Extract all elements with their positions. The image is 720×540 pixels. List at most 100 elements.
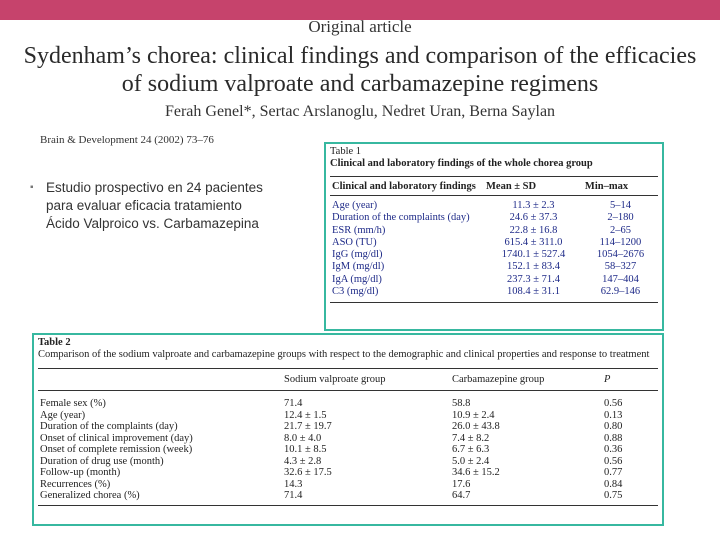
table1-cell: 147–404 <box>602 273 639 285</box>
table2-cell: Onset of clinical improvement (day) <box>40 432 193 444</box>
table2-cell: 71.4 <box>284 398 303 409</box>
table1-row: C3 (mg/dl) 108.4 ± 31.1 62.9–146 <box>330 286 658 303</box>
table1-row: IgG (mg/dl) 1740.1 ± 527.4 1054–2676 <box>330 249 658 261</box>
table1-cell: IgA (mg/dl) <box>332 273 382 285</box>
table2-row: Onset of complete remission (week) 10.1 ±… <box>38 444 658 456</box>
table1-cell: 11.3 ± 2.3 <box>512 200 555 211</box>
table1-cell: 152.1 ± 83.4 <box>506 261 560 273</box>
table2-cell: 0.56 <box>604 455 623 467</box>
table2-cell: 14.3 <box>284 478 303 490</box>
table2-frame: Table 2 Comparison of the sodium valproa… <box>32 333 664 526</box>
table2-cell: 32.6 ± 17.5 <box>284 467 332 478</box>
table1-cell: 114–1200 <box>599 236 642 248</box>
table1-caption: Clinical and laboratory findings of the … <box>330 158 593 169</box>
bullet-point: ▪ Estudio prospectivo en 24 pacientes pa… <box>30 179 292 233</box>
table2-cell: 0.88 <box>604 432 623 444</box>
table1-cell: 1740.1 ± 527.4 <box>501 249 566 261</box>
table2-cell: 0.84 <box>604 478 623 490</box>
table2-cell: 17.6 <box>452 478 471 490</box>
table1-row: Duration of the complaints (day) 24.6 ± 3… <box>330 212 658 224</box>
table2-cell: Female sex (%) <box>40 398 106 409</box>
table1-cell: 2–180 <box>607 212 634 224</box>
table2-cell: 6.7 ± 6.3 <box>452 444 490 455</box>
table1-header: Mean ± SD <box>484 176 583 196</box>
table1-header: Min–max <box>582 176 658 196</box>
table1-frame: Table 1 Clinical and laboratory findings… <box>324 142 664 331</box>
table2-label: Table 2 <box>38 337 71 348</box>
table2-cell: 34.6 ± 15.2 <box>452 467 500 478</box>
table2-header <box>38 368 282 391</box>
table2-cell: 0.80 <box>604 421 623 432</box>
section-label: Original article <box>308 17 412 36</box>
table1-row: ASO (TU) 615.4 ± 311.0 114–1200 <box>330 237 658 249</box>
table2-cell: Age (year) <box>40 409 86 421</box>
table2-header: P <box>602 368 658 391</box>
table2-cell: 0.36 <box>604 444 623 455</box>
table2-row: Age (year) 12.4 ± 1.5 10.9 ± 2.4 0.13 <box>38 410 658 422</box>
table2-cell: 26.0 ± 43.8 <box>452 421 500 432</box>
table2-row: Onset of clinical improvement (day) 8.0 ±… <box>38 433 658 445</box>
table1-body: Age (year) 11.3 ± 2.3 5–14 Duration of the … <box>330 196 658 303</box>
table1-cell: 2–65 <box>609 224 631 236</box>
table2-cell: 0.13 <box>604 409 623 421</box>
table1-cell: 615.4 ± 311.0 <box>504 236 563 248</box>
table2: Sodium valproate group Carbamazepine gro… <box>38 368 658 506</box>
table2-cell: 71.4 <box>284 490 303 501</box>
table2-row: Recurrences (%) 14.3 17.6 0.84 <box>38 479 658 491</box>
table1-cell: 24.6 ± 37.3 <box>509 212 558 224</box>
table2-header: Sodium valproate group <box>282 368 450 391</box>
bullet-icon: ▪ <box>30 182 34 193</box>
article-title: Sydenham’s chorea: clinical findings and… <box>23 43 697 97</box>
table1-cell: Duration of the complaints (day) <box>332 212 470 224</box>
table2-body: Female sex (%) 71.4 58.8 0.56 Age (year) 12.4… <box>38 391 658 506</box>
table1-row: IgM (mg/dl) 152.1 ± 83.4 58–327 <box>330 261 658 273</box>
slide-top-bar <box>0 0 720 20</box>
table2-row: Female sex (%) 71.4 58.8 0.56 <box>38 391 658 410</box>
table2-cell: Duration of the complaints (day) <box>40 421 178 432</box>
table1-cell: 5–14 <box>609 200 631 211</box>
journal-citation: Brain & Development 24 (2002) 73–76 <box>40 134 214 146</box>
bullet-line: Ácido Valproico vs. Carbamazepina <box>46 216 259 231</box>
table2-caption: Comparison of the sodium valproate and c… <box>38 349 650 360</box>
table1-cell: 62.9–146 <box>600 286 641 298</box>
table2-row: Duration of the complaints (day) 21.7 ± 1… <box>38 421 658 433</box>
table1-cell: IgG (mg/dl) <box>332 249 383 261</box>
table2-cell: Generalized chorea (%) <box>40 490 140 501</box>
table1-cell: Age (year) <box>332 200 378 211</box>
table2-row: Follow-up (month) 32.6 ± 17.5 34.6 ± 15.2 0… <box>38 467 658 479</box>
table2-cell: 10.9 ± 2.4 <box>452 409 495 421</box>
table2-cell: 4.3 ± 2.8 <box>284 455 322 467</box>
table2-cell: 64.7 <box>452 490 471 501</box>
table2-cell: Follow-up (month) <box>40 467 121 478</box>
table2-cell: 7.4 ± 8.2 <box>452 432 490 444</box>
table2-cell: 5.0 ± 2.4 <box>452 455 490 467</box>
table1-row: Age (year) 11.3 ± 2.3 5–14 <box>330 196 658 213</box>
table2-cell: 8.0 ± 4.0 <box>284 432 322 444</box>
bullet-line: Estudio prospectivo en 24 pacientes <box>46 180 263 195</box>
table1-cell: ESR (mm/h) <box>332 224 386 236</box>
table1-cell: C3 (mg/dl) <box>332 286 379 298</box>
table1-header: Clinical and laboratory findings <box>330 176 484 196</box>
table1-cell: 237.3 ± 71.4 <box>506 273 560 285</box>
table1-cell: 108.4 ± 31.1 <box>506 286 560 298</box>
table1-cell: 22.8 ± 16.8 <box>509 224 558 236</box>
table2-cell: 0.75 <box>604 490 623 501</box>
table2-cell: 21.7 ± 19.7 <box>284 421 332 432</box>
table1-cell: 58–327 <box>604 261 637 273</box>
table2-cell: 0.56 <box>604 398 623 409</box>
table1-cell: ASO (TU) <box>332 236 377 248</box>
table2-header: Carbamazepine group <box>450 368 602 391</box>
table2-cell: 12.4 ± 1.5 <box>284 409 327 421</box>
authors: Ferah Genel*, Sertac Arslanoglu, Nedret … <box>164 103 556 120</box>
table2-cell: 58.8 <box>452 398 471 409</box>
table2-row: Generalized chorea (%) 71.4 64.7 0.75 <box>38 490 658 505</box>
table1: Clinical and laboratory findings Mean ± … <box>330 176 658 304</box>
table1-cell: IgM (mg/dl) <box>332 261 385 273</box>
table1-cell: 1054–2676 <box>596 249 645 261</box>
table2-cell: 0.77 <box>604 467 623 478</box>
table2-cell: Recurrences (%) <box>40 478 111 490</box>
table2-row: Duration of drug use (month) 4.3 ± 2.8 5.0… <box>38 456 658 468</box>
table2-cell: Onset of complete remission (week) <box>40 444 193 455</box>
table2-cell: Duration of drug use (month) <box>40 455 164 467</box>
table1-label: Table 1 <box>330 146 362 157</box>
